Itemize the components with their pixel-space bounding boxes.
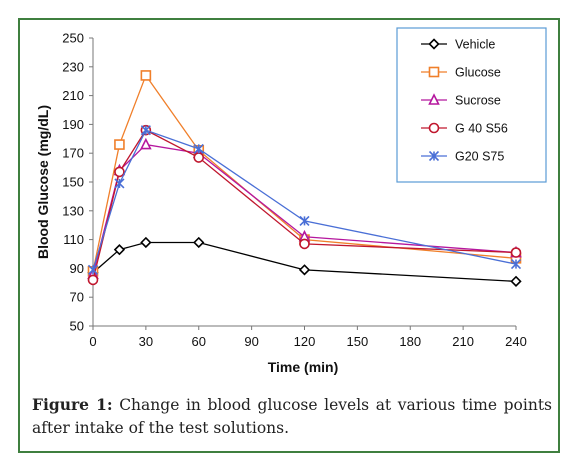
x-tick-label: 0 — [89, 334, 96, 349]
legend-item: Sucrose — [421, 93, 501, 108]
data-point — [193, 152, 205, 163]
legend-marker — [428, 122, 440, 134]
data-point — [113, 244, 126, 256]
series-5 — [87, 125, 522, 275]
data-point — [87, 274, 99, 286]
data-point — [114, 178, 125, 189]
legend-item: G20 S75 — [421, 150, 504, 164]
series-line — [92, 129, 517, 281]
caption-label: Figure 1: — [32, 395, 113, 414]
caption-text: Change in blood glucose levels at variou… — [32, 396, 553, 437]
y-tick-label: 210 — [62, 88, 84, 103]
data-point — [114, 166, 125, 178]
x-tick-label: 210 — [452, 334, 474, 349]
legend-marker — [428, 150, 440, 162]
data-point — [193, 236, 205, 249]
legend-marker — [428, 93, 440, 105]
data-point — [114, 139, 125, 150]
series-line — [92, 241, 517, 283]
data-point — [193, 143, 204, 154]
y-tick-label: 70 — [70, 290, 84, 305]
x-tick-label: 30 — [139, 334, 153, 349]
legend-item: Glucose — [421, 66, 501, 80]
legend-box — [396, 27, 547, 183]
series-layer — [87, 70, 522, 287]
series-4 — [87, 124, 522, 286]
legend-marker — [428, 66, 440, 78]
data-point — [298, 264, 311, 276]
x-tick-label: 90 — [244, 334, 258, 349]
series-line — [92, 74, 517, 272]
data-point — [140, 236, 152, 249]
x-axis-label: Time (min) — [268, 359, 339, 375]
x-tick-label: 240 — [505, 334, 527, 349]
data-point — [299, 238, 310, 250]
legend-item: G 40 S56 — [421, 122, 508, 136]
legend-item: Vehicle — [421, 38, 495, 52]
legend-label: Vehicle — [455, 38, 495, 52]
data-point — [510, 247, 522, 258]
data-point — [299, 215, 310, 226]
data-point — [87, 264, 99, 275]
data-point — [140, 125, 151, 136]
legend-marker — [428, 38, 440, 50]
y-tick-label: 170 — [62, 146, 84, 161]
y-tick-label: 250 — [62, 31, 84, 46]
y-axis-label: Blood Glucose (mg/dL) — [35, 105, 51, 259]
x-tick-label: 60 — [192, 334, 206, 349]
y-tick-label: 90 — [70, 261, 84, 276]
x-tick-label: 150 — [347, 334, 369, 349]
data-point — [140, 137, 152, 150]
series-line — [92, 129, 517, 271]
y-tick-label: 190 — [62, 117, 84, 132]
legend-label: Glucose — [455, 66, 501, 80]
y-tick-label: 110 — [63, 232, 84, 247]
x-tick-label: 120 — [294, 334, 316, 349]
data-point — [510, 259, 522, 270]
y-tick-label: 130 — [62, 203, 84, 218]
figure-caption: Figure 1: Change in blood glucose levels… — [32, 393, 552, 440]
y-tick-label: 150 — [62, 175, 84, 190]
legend-label: G 40 S56 — [455, 122, 508, 136]
legend-label: Sucrose — [455, 94, 501, 108]
x-tick-label: 180 — [399, 334, 421, 349]
legend-label: G20 S75 — [455, 150, 504, 164]
y-tick-label: 50 — [70, 319, 84, 334]
y-tick-label: 230 — [62, 59, 84, 74]
data-point — [510, 275, 522, 287]
legend: Vehicle Glucose Sucrose G 40 S56 G20 S75 — [396, 27, 547, 183]
data-point — [140, 70, 152, 81]
